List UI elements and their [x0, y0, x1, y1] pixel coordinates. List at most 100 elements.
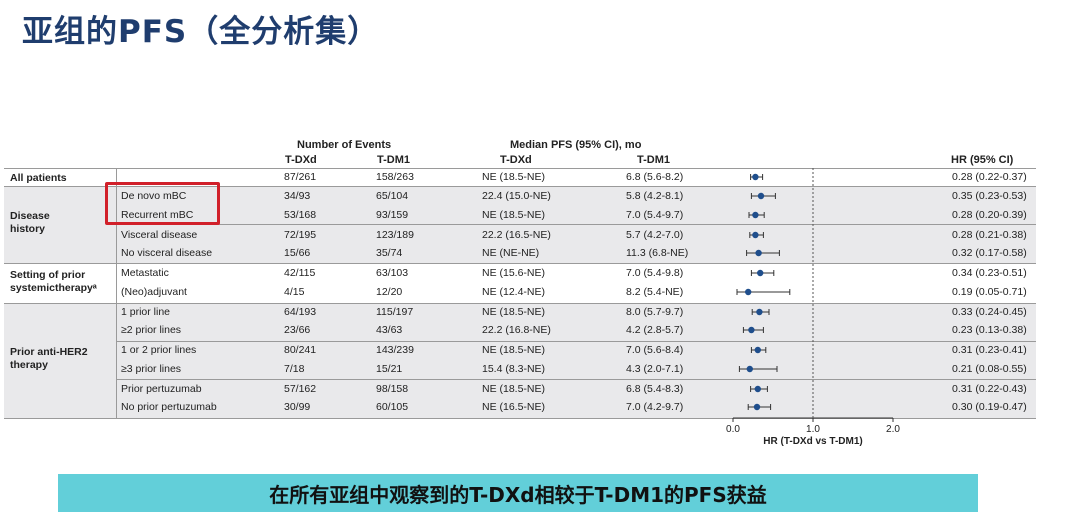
cell-label: ≥3 prior lines — [121, 363, 182, 375]
cell-pfs-tdm1: 6.8 (5.6-8.2) — [626, 171, 684, 183]
cell-ev-tdm1: 15/21 — [376, 363, 403, 375]
cell-pfs-tdxd: 22.2 (16.5-NE) — [482, 229, 551, 241]
cell-pfs-tdm1: 8.2 (5.4-NE) — [626, 286, 684, 298]
cell-hr-text: 0.28 (0.20-0.39) — [952, 209, 1027, 221]
table-rule — [116, 341, 1036, 342]
group-all-patients: All patients — [10, 172, 67, 184]
cell-label: Recurrent mBC — [121, 209, 194, 221]
cell-label: De novo mBC — [121, 190, 187, 202]
cell-label: 1 prior line — [121, 306, 171, 318]
hr-point — [752, 211, 759, 219]
cell-ev-tdxd: 72/195 — [284, 229, 317, 241]
cell-ev-tdm1: 35/74 — [376, 247, 403, 259]
cell-pfs-tdxd: NE (18.5-NE) — [482, 383, 546, 395]
cell-pfs-tdm1: 5.7 (4.2-7.0) — [626, 229, 684, 241]
hr-point — [752, 173, 759, 181]
cell-pfs-tdm1: 5.8 (4.2-8.1) — [626, 190, 684, 202]
cell-pfs-tdxd: NE (18.5-NE) — [482, 306, 546, 318]
cell-pfs-tdxd: 15.4 (8.3-NE) — [482, 363, 546, 375]
cell-pfs-tdm1: 6.8 (5.4-8.3) — [626, 383, 684, 395]
cell-hr-text: 0.32 (0.17-0.58) — [952, 247, 1027, 259]
table-rule — [4, 303, 1036, 304]
cell-hr-text: 0.35 (0.23-0.53) — [952, 190, 1027, 202]
prior-anti-her2-band — [4, 303, 1036, 418]
cell-hr-text: 0.31 (0.22-0.43) — [952, 383, 1027, 395]
hr-point — [746, 365, 753, 373]
cell-ev-tdxd: 42/115 — [284, 267, 316, 279]
events-group-header: Number of Events — [297, 139, 392, 151]
highlight-box — [105, 182, 220, 225]
x-tick-label: 2.0 — [886, 424, 900, 435]
hr-point — [755, 249, 762, 257]
cell-pfs-tdm1: 7.0 (4.2-9.7) — [626, 401, 684, 413]
hr-point — [745, 288, 752, 296]
group-disease-history: Disease history — [10, 210, 50, 235]
hr-point — [753, 403, 761, 411]
cell-hr-text: 0.19 (0.05-0.71) — [952, 286, 1027, 298]
table-rule — [4, 186, 1036, 187]
cell-ev-tdm1: 60/105 — [376, 401, 409, 413]
cell-pfs-tdxd: 22.2 (16.8-NE) — [482, 324, 551, 336]
table-rule — [116, 379, 1036, 380]
hr-point — [754, 385, 761, 393]
cell-ev-tdm1: 158/263 — [376, 171, 414, 183]
cell-label: Visceral disease — [121, 229, 198, 241]
cell-ev-tdxd: 4/15 — [284, 286, 305, 298]
cell-label: (Neo)adjuvant — [121, 286, 187, 298]
cell-ev-tdxd: 23/66 — [284, 324, 311, 336]
cell-hr-text: 0.28 (0.22-0.37) — [952, 171, 1027, 183]
cell-ev-tdxd: 57/162 — [284, 383, 317, 395]
hr-point — [752, 231, 759, 239]
x-tick-label: 1.0 — [806, 424, 820, 435]
x-axis-label: HR (T-DXd vs T-DM1) — [763, 436, 862, 447]
cell-pfs-tdxd: NE (16.5-NE) — [482, 401, 546, 413]
cell-label: Prior pertuzumab — [121, 383, 202, 395]
cell-label: 1 or 2 prior lines — [121, 344, 197, 356]
group-prior-anti-her2: Prior anti-HER2 therapy — [10, 346, 88, 371]
cell-ev-tdm1: 115/197 — [376, 306, 414, 318]
cell-ev-tdm1: 93/159 — [376, 209, 409, 221]
cell-label: No prior pertuzumab — [121, 401, 217, 413]
cell-label: Metastatic — [121, 267, 169, 279]
table-rule — [4, 263, 1036, 264]
hr-point — [757, 192, 765, 200]
cell-pfs-tdm1: 11.3 (6.8-NE) — [626, 247, 689, 259]
cell-ev-tdm1: 12/20 — [376, 286, 403, 298]
cell-hr-text: 0.34 (0.23-0.51) — [952, 267, 1027, 279]
cell-ev-tdxd: 53/168 — [284, 209, 317, 221]
cell-ev-tdm1: 63/103 — [376, 267, 409, 279]
cell-ev-tdxd: 34/93 — [284, 190, 311, 202]
cell-pfs-tdxd: NE (15.6-NE) — [482, 267, 546, 279]
cell-pfs-tdxd: NE (18.5-NE) — [482, 171, 546, 183]
hr-header: HR (95% CI) — [951, 154, 1014, 166]
x-tick-label: 0.0 — [726, 424, 740, 435]
cell-pfs-tdm1: 7.0 (5.4-9.7) — [626, 209, 684, 221]
cell-hr-text: 0.21 (0.08-0.55) — [952, 363, 1027, 375]
hr-point — [754, 346, 761, 354]
conclusion-banner: 在所有亚组中观察到的T-DXd相较于T-DM1的PFS获益 — [58, 474, 978, 512]
cell-ev-tdxd: 80/241 — [284, 344, 317, 356]
cell-pfs-tdxd: NE (18.5-NE) — [482, 344, 546, 356]
cell-ev-tdxd: 7/18 — [284, 363, 305, 375]
cell-pfs-tdxd: 22.4 (15.0-NE) — [482, 190, 551, 202]
cell-hr-text: 0.31 (0.23-0.41) — [952, 344, 1027, 356]
cell-ev-tdm1: 98/158 — [376, 383, 409, 395]
cell-pfs-tdm1: 4.3 (2.0-7.1) — [626, 363, 684, 375]
events-tdxd-header: T-DXd — [285, 154, 317, 166]
page-title: 亚组的PFS（全分析集） — [22, 14, 380, 50]
pfs-tdxd-header: T-DXd — [500, 154, 532, 166]
pfs-tdm1-header: T-DM1 — [637, 154, 670, 166]
conclusion-text: 在所有亚组中观察到的T-DXd相较于T-DM1的PFS获益 — [269, 482, 767, 507]
hr-point — [756, 308, 763, 316]
cell-pfs-tdm1: 7.0 (5.4-9.8) — [626, 267, 684, 279]
cell-ev-tdm1: 143/239 — [376, 344, 414, 356]
cell-pfs-tdxd: NE (12.4-NE) — [482, 286, 546, 298]
hr-point — [757, 269, 764, 277]
hr-point — [748, 326, 755, 334]
group-setting-prior: Setting of prior systemictherapyᵃ — [10, 269, 97, 294]
cell-label: ≥2 prior lines — [121, 324, 182, 336]
table-rule — [116, 224, 1036, 225]
cell-hr-text: 0.23 (0.13-0.38) — [952, 324, 1027, 336]
cell-ev-tdxd: 15/66 — [284, 247, 311, 259]
